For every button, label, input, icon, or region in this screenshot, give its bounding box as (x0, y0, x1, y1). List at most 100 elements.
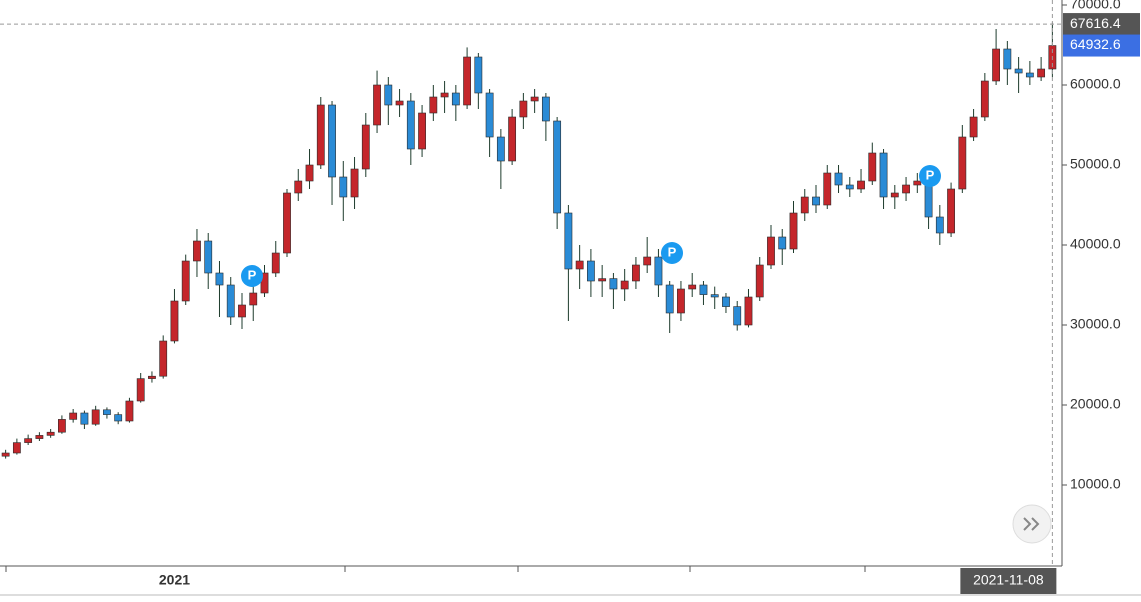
marker-circle (661, 242, 683, 264)
crosshair-price-box (1063, 13, 1140, 36)
marker-label: P (668, 244, 677, 259)
candle-body (755, 264, 764, 298)
y-tick-label: 20000.0 (1070, 396, 1121, 412)
candle-body (632, 264, 640, 282)
y-tick-label: 70000.0 (1070, 0, 1121, 12)
candle-body (328, 104, 336, 178)
candles (1, 22, 1057, 459)
candle-body (271, 252, 280, 274)
candle-body (226, 284, 235, 318)
candle-body (429, 96, 438, 114)
candle-body (1003, 48, 1012, 70)
candle-body (35, 435, 44, 439)
candle-body (46, 431, 55, 436)
x-tick-label: 2021 (159, 572, 190, 588)
crosshair-date-box (960, 568, 1057, 594)
candle-body (148, 375, 156, 379)
candle-body (440, 92, 449, 98)
candle-body (508, 116, 517, 162)
candle-body (845, 184, 854, 190)
candle-body (823, 172, 832, 206)
last-price-label: 64932.6 (1070, 36, 1121, 52)
candle-body (620, 280, 629, 290)
candle-body (902, 184, 910, 194)
candle-body (913, 180, 922, 186)
candle-body (665, 284, 674, 314)
candle-body (181, 260, 190, 302)
candle-body (969, 116, 978, 138)
candle-body (361, 124, 370, 170)
y-tick-label: 40000.0 (1070, 236, 1121, 252)
last-price-box (1063, 34, 1140, 57)
candle-body (778, 236, 787, 250)
candle-body (587, 260, 595, 282)
candle-body (1025, 72, 1034, 78)
candle-body (69, 412, 78, 420)
candle-body (193, 240, 201, 262)
y-tick-label: 30000.0 (1070, 316, 1121, 332)
candle-body (451, 92, 460, 106)
candle-body (24, 438, 33, 443)
marker-circle (919, 165, 941, 187)
candle-body (789, 212, 798, 250)
candle-body (58, 419, 66, 433)
candle-body (654, 256, 663, 286)
candle-body (485, 92, 494, 138)
candle-body (350, 168, 359, 198)
marker[interactable]: P (241, 265, 263, 287)
candle-body (114, 414, 123, 422)
candle-body (395, 100, 404, 106)
crosshair-date-label: 2021-11-08 (973, 572, 1044, 588)
candle-body (305, 164, 314, 182)
candle-body (812, 196, 820, 206)
candle-body (136, 378, 145, 402)
scroll-button[interactable] (1012, 504, 1052, 544)
candle-body (294, 180, 303, 194)
candle-body (980, 80, 989, 118)
candle-body (373, 84, 381, 126)
candle-body (406, 100, 415, 150)
candle-body (215, 272, 224, 286)
candle-body (339, 176, 348, 198)
candle-body (992, 48, 1000, 82)
y-tick-label: 10000.0 (1070, 476, 1121, 492)
candle-body (91, 409, 100, 425)
candle-body (733, 306, 742, 326)
candle-body (722, 296, 730, 307)
candle-body (868, 152, 877, 182)
candle-body (935, 216, 944, 234)
candle-body (418, 112, 426, 150)
crosshair-price-label: 67616.4 (1070, 15, 1121, 31)
scroll-button-circle (1012, 504, 1052, 544)
candle-body (744, 296, 753, 326)
candle-body (598, 278, 607, 282)
candle-body (80, 412, 89, 425)
candle-body (947, 188, 955, 234)
candle-body (463, 56, 471, 106)
candle-body (238, 304, 246, 318)
candle-body (710, 294, 719, 298)
scroll-icon (1023, 517, 1040, 531)
candle-body (1, 452, 10, 457)
candle-body (12, 442, 21, 454)
candle-body (699, 284, 708, 295)
candle-body (249, 292, 258, 306)
marker-label: P (926, 167, 935, 182)
marker[interactable]: P (919, 165, 941, 187)
candle-body (260, 272, 269, 294)
candle-body (688, 284, 697, 290)
candle-body (170, 300, 179, 342)
candle-body (890, 192, 899, 198)
candle-body (519, 100, 528, 118)
candle-body (677, 288, 685, 314)
candle-body (1037, 68, 1046, 78)
candle-body (159, 340, 168, 377)
candle-body (958, 136, 967, 190)
candle-body (800, 196, 809, 214)
candle-body (857, 180, 865, 190)
candle-body (879, 152, 888, 198)
marker[interactable]: P (661, 242, 683, 264)
candle-body (834, 172, 843, 186)
